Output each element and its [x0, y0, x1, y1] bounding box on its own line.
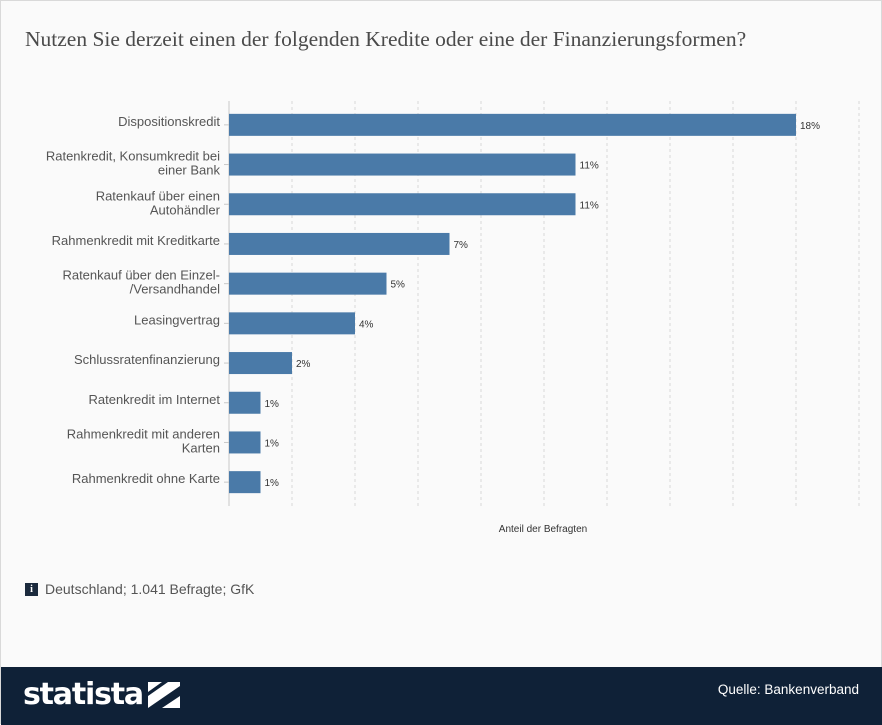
value-label: 18% [800, 121, 820, 132]
category-label: einer Bank [158, 163, 221, 178]
value-label: 1% [265, 399, 280, 410]
bar[interactable] [229, 153, 576, 176]
value-label: 1% [265, 478, 280, 489]
value-label: 11% [580, 161, 599, 172]
note-text: Deutschland; 1.041 Befragte; GfK [45, 581, 255, 597]
category-label: /Versandhandel [130, 282, 220, 297]
bar[interactable] [229, 272, 387, 295]
category-label: Autohändler [150, 202, 221, 217]
category-label: Rahmenkredit ohne Karte [72, 471, 220, 486]
chart-title: Nutzen Sie derzeit einen der folgenden K… [25, 27, 747, 51]
bar[interactable] [229, 193, 576, 216]
value-label: 11% [580, 200, 599, 211]
bar[interactable] [229, 391, 261, 414]
bar[interactable] [229, 431, 261, 454]
statista-logo[interactable]: statista [23, 677, 180, 712]
info-icon[interactable]: i [25, 582, 38, 596]
value-label: 4% [359, 319, 374, 330]
bar[interactable] [229, 312, 355, 335]
bar[interactable] [229, 471, 261, 494]
bar[interactable] [229, 352, 292, 375]
source-label: Quelle: Bankenverband [717, 682, 859, 697]
category-label: Rahmenkredit mit Kreditkarte [52, 233, 220, 248]
category-label: Leasingvertrag [134, 312, 220, 327]
value-label: 1% [265, 438, 280, 449]
category-label: Ratenkauf über den Einzel- [62, 268, 220, 283]
category-label: Rahmenkredit mit anderen [67, 426, 220, 441]
value-label: 7% [454, 240, 469, 251]
x-axis-title: Anteil der Befragten [499, 524, 587, 535]
category-label: Ratenkredit im Internet [88, 392, 220, 407]
footer: statista Quelle: Bankenverband [1, 667, 882, 725]
category-label: Karten [182, 440, 220, 455]
bar[interactable] [229, 113, 796, 136]
brand-name: statista [23, 677, 144, 712]
category-label: Ratenkredit, Konsumkredit bei [46, 149, 220, 164]
category-label: Dispositionskredit [118, 114, 220, 129]
statista-mark-icon [147, 681, 180, 708]
category-label: Ratenkauf über einen [96, 188, 220, 203]
bar[interactable] [229, 232, 450, 255]
bar-chart: 18% Dispositionskredit 11% Ratenkredit, Kon… [46, 101, 860, 535]
category-label: Schlussratenfinanzierung [74, 352, 220, 367]
survey-note: i Deutschland; 1.041 Befragte; GfK [25, 581, 254, 597]
value-label: 2% [296, 359, 311, 370]
value-label: 5% [391, 280, 406, 291]
